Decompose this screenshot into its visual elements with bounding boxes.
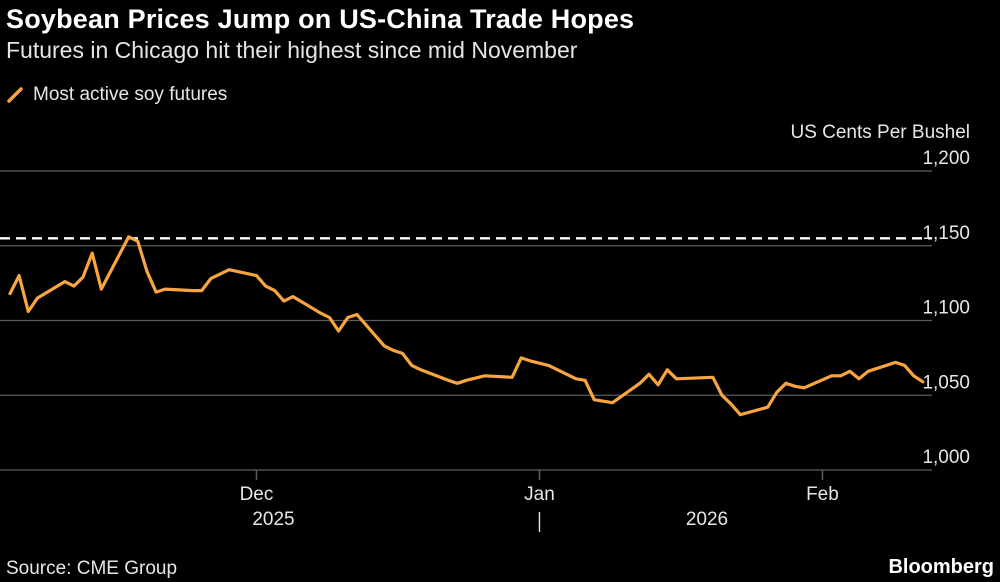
data-point — [766, 406, 769, 409]
data-point — [127, 235, 130, 238]
y-axis-label: US Cents Per Bushel — [790, 122, 970, 143]
data-point — [337, 329, 340, 332]
data-point — [894, 361, 897, 364]
data-point — [602, 400, 605, 403]
data-point — [520, 356, 523, 359]
data-point — [803, 386, 806, 389]
data-point — [291, 295, 294, 298]
data-point — [72, 285, 75, 288]
data-point — [264, 285, 267, 288]
data-point — [136, 240, 139, 243]
x-axis: Dec Jan Feb 2025 2026 — [240, 470, 839, 532]
data-point — [282, 300, 285, 303]
data-point — [200, 289, 203, 292]
data-point — [867, 370, 870, 373]
data-point — [392, 349, 395, 352]
data-point — [456, 382, 459, 385]
data-point — [255, 274, 258, 277]
chart-title: Soybean Prices Jump on US-China Trade Ho… — [6, 4, 635, 34]
data-point — [720, 394, 723, 397]
data-point — [611, 401, 614, 404]
legend-swatch-icon — [7, 87, 23, 103]
data-point — [410, 364, 413, 367]
y-tick-label: 1,100 — [922, 298, 970, 319]
data-point — [784, 382, 787, 385]
data-point — [574, 377, 577, 380]
data-point — [647, 373, 650, 376]
x-tick-label: Dec — [240, 484, 274, 505]
y-tick-label: 1,200 — [922, 148, 970, 169]
data-point — [191, 289, 194, 292]
data-point — [155, 291, 158, 294]
data-point — [465, 379, 468, 382]
x-tick-label: Feb — [806, 484, 839, 505]
data-point — [730, 403, 733, 406]
y-axis-ticks: 1,000 1,050 1,100 1,150 1,200 — [922, 148, 970, 468]
legend: Most active soy futures — [6, 83, 227, 107]
data-point — [328, 316, 331, 319]
data-point — [36, 297, 39, 300]
y-tick-label: 1,000 — [922, 447, 970, 468]
data-point — [794, 385, 797, 388]
data-point — [8, 292, 11, 295]
year-label-2025: 2025 — [252, 509, 294, 530]
chart-subtitle: Futures in Chicago hit their highest sin… — [6, 37, 578, 63]
data-point — [419, 368, 422, 371]
data-point — [830, 374, 833, 377]
data-point — [739, 413, 742, 416]
data-point — [18, 274, 21, 277]
bloomberg-logo: Bloomberg — [888, 556, 994, 578]
data-point — [593, 398, 596, 401]
data-point — [63, 280, 66, 283]
data-point — [510, 376, 513, 379]
data-point — [145, 270, 148, 273]
data-point — [839, 374, 842, 377]
year-label-2026: 2026 — [686, 509, 728, 530]
legend-swatch-mark — [7, 87, 23, 103]
data-point — [447, 379, 450, 382]
data-point — [657, 383, 660, 386]
data-point — [27, 310, 30, 313]
legend-label: Most active soy futures — [33, 84, 228, 105]
data-point — [857, 377, 860, 380]
data-point — [775, 391, 778, 394]
gridlines — [0, 170, 932, 471]
data-point — [547, 364, 550, 367]
data-point — [401, 352, 404, 355]
y-tick-label: 1,150 — [922, 223, 970, 244]
data-point — [100, 288, 103, 291]
data-point — [355, 313, 358, 316]
data-point — [666, 368, 669, 371]
data-point — [319, 311, 322, 314]
data-point — [81, 276, 84, 279]
data-point — [675, 377, 678, 380]
data-point — [91, 252, 94, 255]
data-point — [228, 268, 231, 271]
data-point — [273, 289, 276, 292]
series-line-most-active-soy-futures — [8, 235, 925, 417]
data-point — [903, 364, 906, 367]
data-point — [711, 376, 714, 379]
data-point — [483, 374, 486, 377]
x-tick-label: Jan — [524, 484, 555, 505]
data-point — [164, 288, 167, 291]
y-tick-label: 1,050 — [922, 372, 970, 393]
data-point — [529, 359, 532, 362]
data-point — [346, 316, 349, 319]
data-point — [584, 379, 587, 382]
data-point — [912, 374, 915, 377]
source-note: Source: CME Group — [6, 558, 178, 579]
data-point — [383, 344, 386, 347]
data-point — [921, 380, 924, 383]
data-point — [638, 382, 641, 385]
data-point — [848, 370, 851, 373]
data-point — [209, 277, 212, 280]
